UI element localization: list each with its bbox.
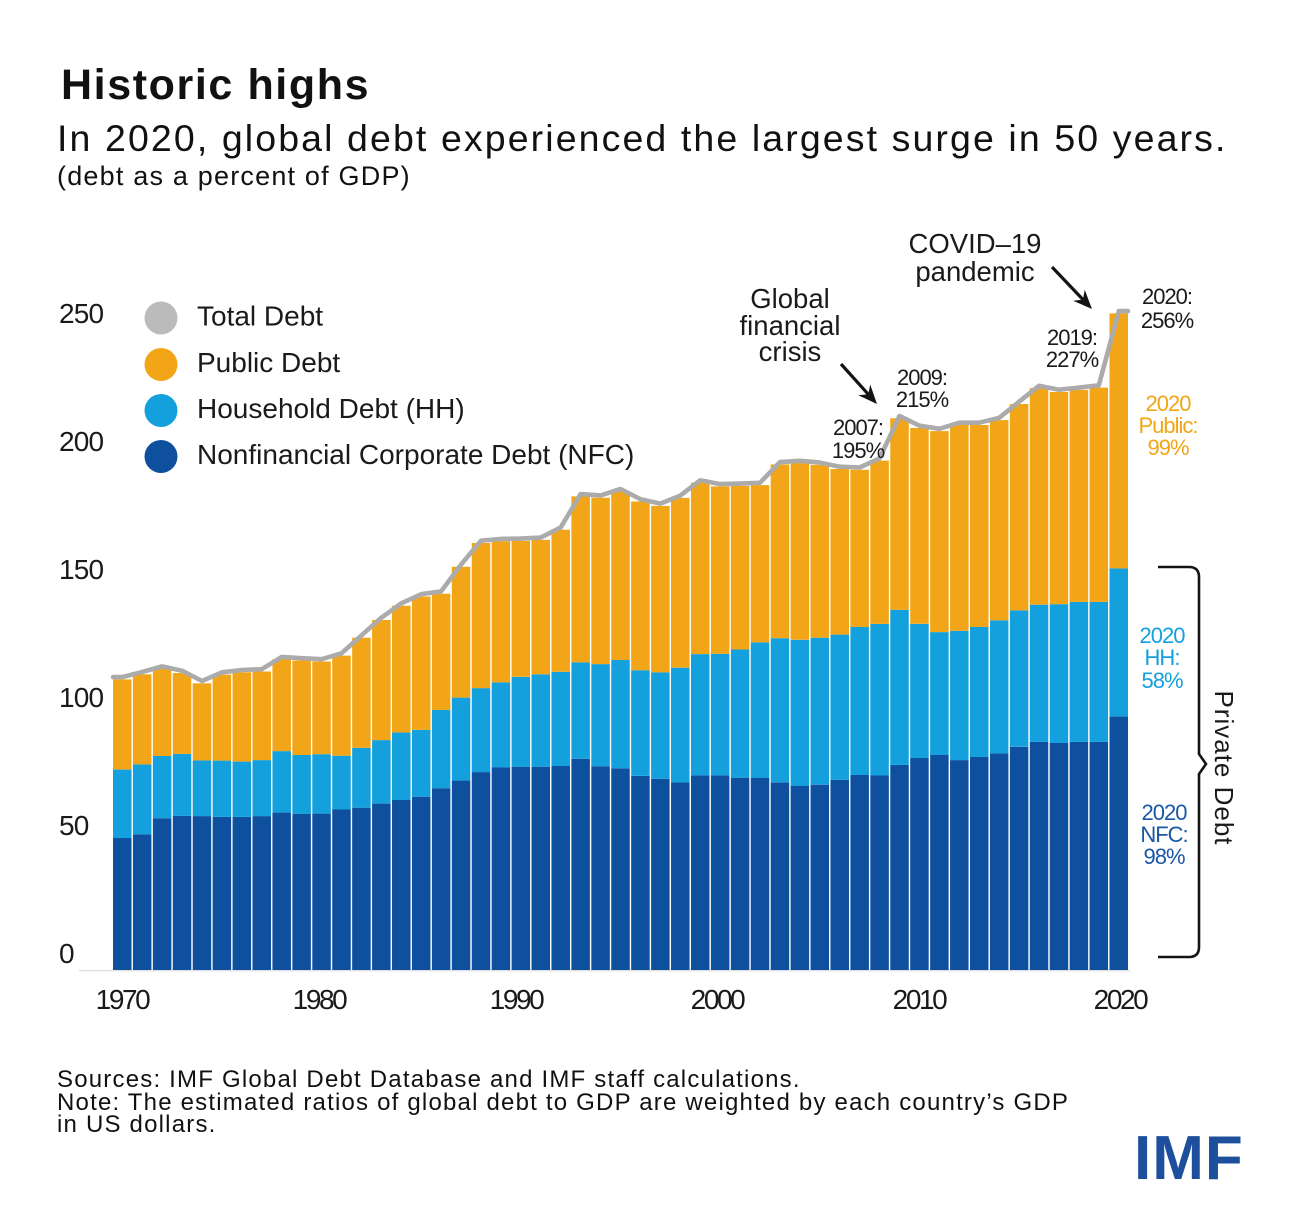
svg-text:Total Debt: Total Debt [197, 301, 323, 332]
svg-text:50: 50 [59, 810, 89, 841]
svg-text:Sources: IMF Global Debt Datab: Sources: IMF Global Debt Database and IM… [57, 1066, 801, 1093]
svg-text:100: 100 [59, 682, 104, 713]
svg-text:0: 0 [59, 938, 74, 969]
svg-text:2020: 2020 [1146, 391, 1192, 416]
svg-text:Public Debt: Public Debt [197, 347, 340, 378]
svg-text:pandemic: pandemic [915, 256, 1034, 287]
svg-text:200: 200 [59, 426, 104, 457]
svg-text:in US dollars.: in US dollars. [57, 1111, 217, 1138]
svg-text:2020: 2020 [1142, 800, 1188, 825]
svg-text:227%: 227% [1046, 347, 1099, 372]
svg-text:IMF: IMF [1134, 1124, 1244, 1193]
svg-text:HH:: HH: [1145, 645, 1180, 670]
svg-text:195%: 195% [832, 438, 885, 463]
svg-text:Historic highs: Historic highs [61, 61, 370, 109]
svg-text:Global: Global [750, 283, 830, 314]
svg-text:(debt as a percent of GDP): (debt as a percent of GDP) [57, 161, 411, 191]
svg-text:In 2020, global debt experienc: In 2020, global debt experienced the lar… [57, 117, 1228, 159]
svg-text:Public:: Public: [1138, 413, 1197, 438]
svg-text:256%: 256% [1141, 308, 1194, 333]
svg-text:2010: 2010 [893, 984, 948, 1015]
svg-text:crisis: crisis [759, 336, 822, 367]
svg-text:2000: 2000 [691, 984, 746, 1015]
svg-text:2009:: 2009: [897, 365, 947, 390]
svg-text:Note: The estimated ratios of: Note: The estimated ratios of global deb… [57, 1089, 1069, 1116]
svg-text:1980: 1980 [293, 984, 348, 1015]
svg-text:2020: 2020 [1140, 623, 1186, 648]
svg-text:NFC:: NFC: [1140, 822, 1187, 847]
svg-text:215%: 215% [896, 387, 949, 412]
svg-text:1990: 1990 [490, 984, 545, 1015]
svg-text:Private Debt: Private Debt [1209, 690, 1239, 845]
svg-text:Household Debt (HH): Household Debt (HH) [197, 393, 465, 424]
svg-text:99%: 99% [1147, 435, 1188, 460]
svg-text:1970: 1970 [96, 984, 151, 1015]
svg-text:Nonfinancial Corporate Debt (N: Nonfinancial Corporate Debt (NFC) [197, 439, 634, 470]
svg-text:COVID–19: COVID–19 [909, 228, 1042, 259]
svg-text:58%: 58% [1141, 668, 1182, 693]
svg-text:2007:: 2007: [833, 415, 883, 440]
svg-text:financial: financial [740, 310, 841, 341]
svg-text:2019:: 2019: [1047, 325, 1097, 350]
svg-text:150: 150 [59, 554, 104, 585]
svg-text:250: 250 [59, 298, 104, 329]
svg-text:2020:: 2020: [1142, 284, 1192, 309]
svg-text:2020: 2020 [1094, 984, 1149, 1015]
svg-text:98%: 98% [1143, 844, 1184, 869]
